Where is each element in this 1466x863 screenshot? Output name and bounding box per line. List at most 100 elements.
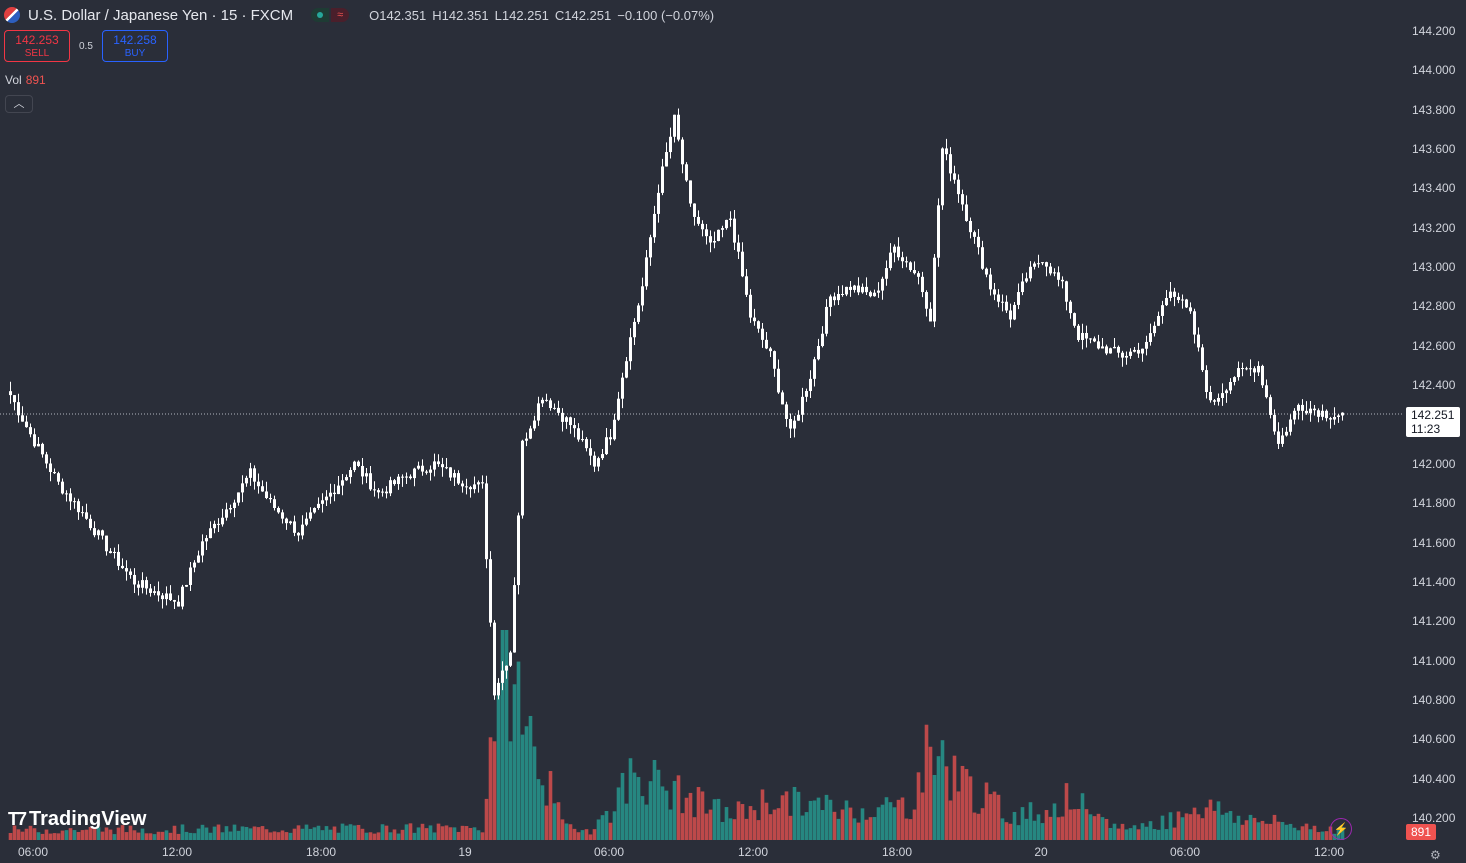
volume-bar [1072, 809, 1077, 840]
candle-body [241, 483, 244, 493]
volume-bar [1156, 829, 1161, 840]
volume-bar [404, 824, 409, 840]
candle-body [409, 476, 412, 479]
volume-bar [184, 831, 189, 840]
volume-bar [16, 829, 21, 840]
volume-bar [156, 831, 161, 840]
volume-bar [644, 804, 649, 840]
price-tick: 141.600 [1412, 535, 1456, 550]
candle-body [77, 501, 80, 513]
candlestick-series [9, 108, 1344, 700]
candle-body [265, 491, 268, 499]
candle-body [93, 528, 96, 536]
volume-bar [28, 825, 33, 840]
candle-body [453, 473, 456, 478]
price-tick: 140.600 [1412, 732, 1456, 747]
volume-bar [868, 817, 873, 840]
volume-bar [988, 794, 993, 840]
candle-body [197, 555, 200, 563]
volume-bar [1052, 803, 1057, 840]
volume-bar [756, 820, 761, 840]
candle-body [533, 420, 536, 429]
volume-bar [1172, 827, 1177, 840]
tradingview-logo[interactable]: T7 TradingView [8, 808, 146, 831]
candle-body [1289, 419, 1292, 432]
candle-body [461, 483, 464, 487]
candle-body [869, 292, 872, 297]
volume-bar [188, 832, 193, 840]
volume-bar [844, 800, 849, 840]
volume-bar [328, 829, 333, 840]
market-status[interactable]: ≈ [311, 8, 350, 22]
volume-bar [780, 795, 785, 840]
candle-body [353, 461, 356, 471]
candle-body [329, 492, 332, 497]
candle-body [1189, 307, 1192, 312]
candle-body [249, 468, 252, 478]
candle-body [497, 682, 500, 696]
candle-body [933, 257, 936, 322]
candle-body [729, 218, 732, 220]
volume-bar [568, 824, 573, 840]
candle-body [257, 481, 260, 487]
candle-body [253, 468, 256, 482]
volume-bar [1160, 815, 1165, 840]
volume-bar [272, 831, 277, 840]
candle-body [465, 486, 468, 488]
volume-bar [312, 827, 317, 840]
candle-body [897, 246, 900, 258]
candle-body [949, 154, 952, 174]
sell-button[interactable]: 142.253 SELL [4, 30, 70, 62]
candle-body [973, 232, 976, 237]
volume-bar [888, 802, 893, 840]
volume-bar [1284, 824, 1289, 840]
volume-bar [640, 796, 645, 840]
candle-body [317, 503, 320, 508]
volume-bar [564, 823, 569, 840]
volume-bar [180, 824, 185, 840]
candle-body [881, 278, 884, 291]
price-axis[interactable]: 144.200 144.000 143.800 143.600 143.400 143.2… [1400, 0, 1466, 843]
price-tick: 142.600 [1412, 338, 1456, 353]
candle-body [737, 242, 740, 252]
volume-bar [1028, 802, 1033, 840]
candle-body [225, 509, 228, 518]
volume-bar [1252, 817, 1257, 840]
candle-body [1293, 410, 1296, 420]
chevron-up-icon: ︿ [13, 98, 25, 110]
volume-bar [1148, 821, 1153, 840]
volume-bar [580, 830, 585, 840]
volume-legend[interactable]: Vol 891 [5, 73, 46, 87]
symbol-title[interactable]: U.S. Dollar / Japanese Yen · 15 · FXCM [28, 6, 294, 24]
volume-bar [1124, 829, 1129, 840]
settings-gear-icon[interactable]: ⚙ [1430, 848, 1441, 862]
candle-body [1013, 304, 1016, 320]
candle-body [753, 317, 756, 322]
candle-body [1085, 332, 1088, 339]
volume-bar [1296, 830, 1301, 840]
candle-body [229, 508, 232, 510]
volume-bar [648, 781, 653, 840]
candle-body [813, 359, 816, 379]
volume-bar [292, 828, 297, 840]
volume-bar [1188, 814, 1193, 840]
volume-bar [1032, 820, 1037, 840]
candle-body [13, 395, 16, 403]
candle-body [1073, 313, 1076, 326]
collapse-legend-button[interactable]: ︿ [5, 95, 33, 113]
candle-body [97, 530, 100, 536]
lightning-icon[interactable]: ⚡ [1330, 818, 1352, 840]
volume-bar [40, 833, 45, 840]
candle-body [1321, 410, 1324, 417]
candle-body [825, 306, 828, 334]
volume-bar [64, 830, 69, 840]
volume-bar [280, 830, 285, 840]
candle-body [937, 205, 940, 258]
candle-body [1317, 410, 1320, 417]
candle-body [221, 517, 224, 525]
candle-body [401, 476, 404, 478]
volume-bar [636, 777, 641, 840]
candle-body [289, 521, 292, 524]
buy-button[interactable]: 142.258 BUY [102, 30, 168, 62]
